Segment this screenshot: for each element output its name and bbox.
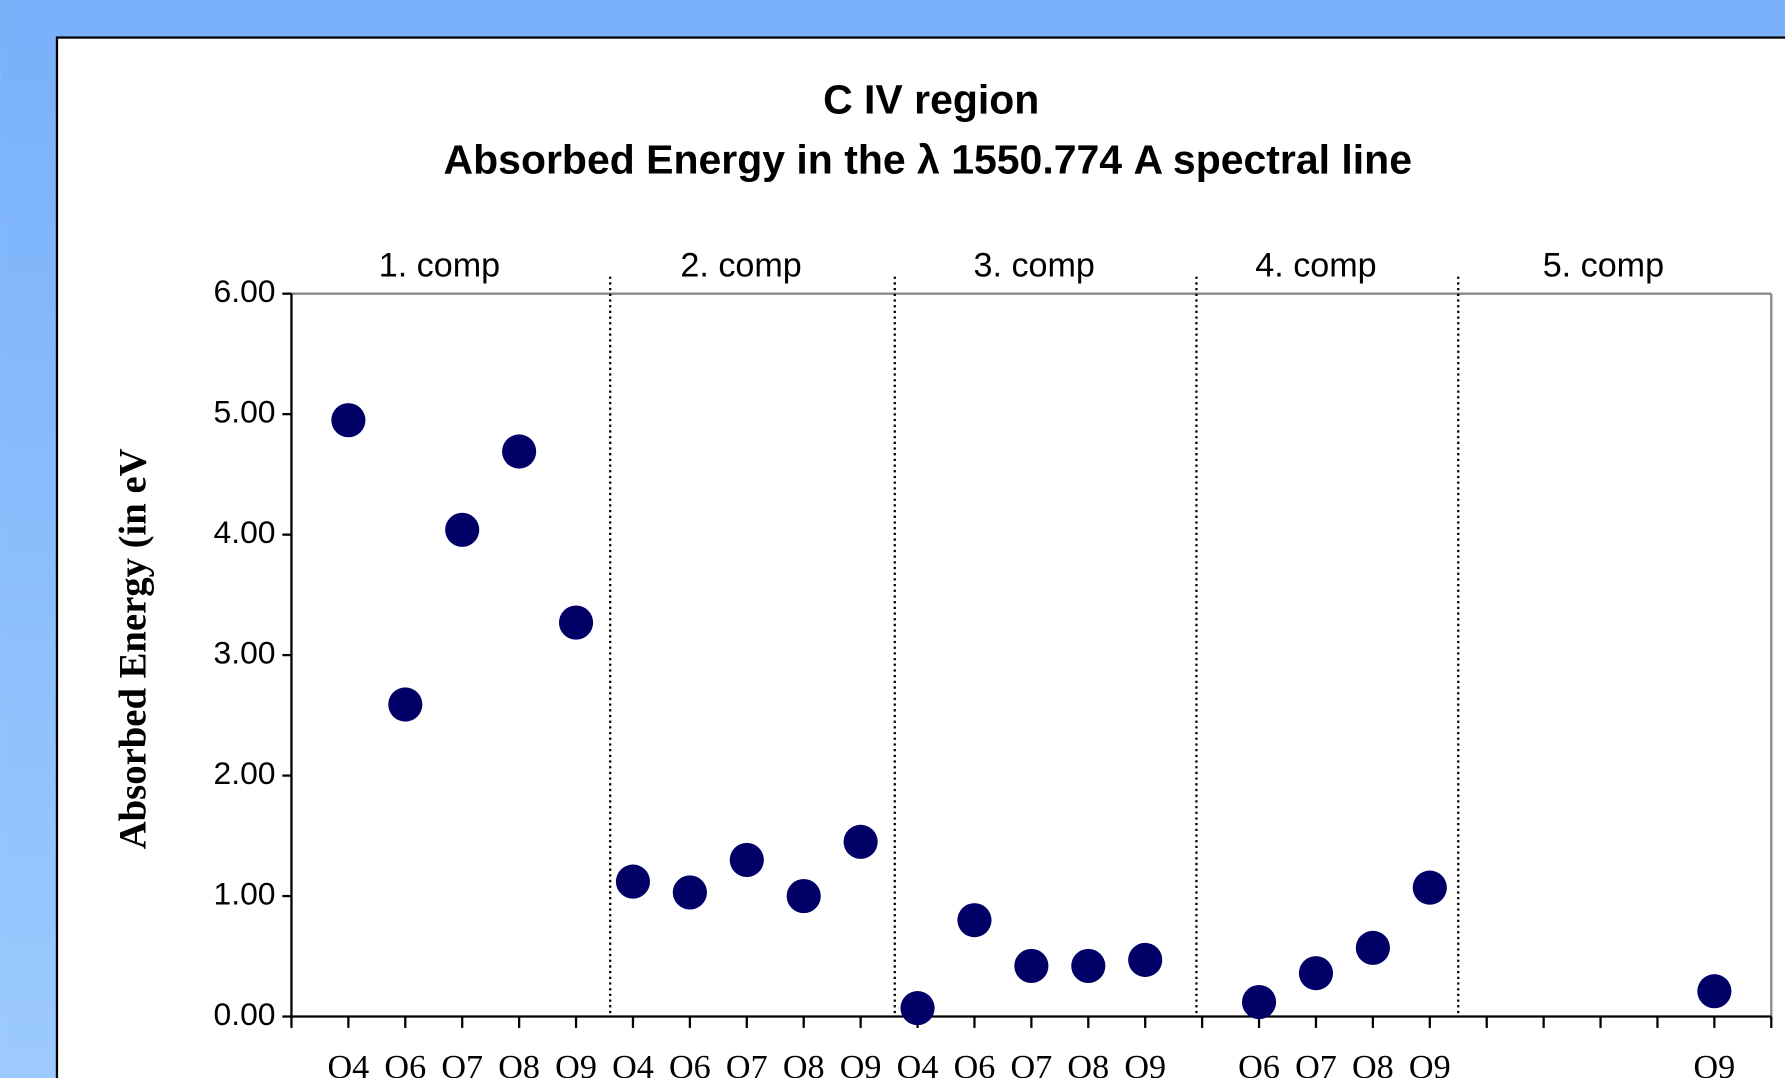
y-axis-label: Absorbed Energy (in eV <box>113 448 155 849</box>
x-tick-label: O7 <box>1011 1049 1053 1078</box>
x-tick-label: O6 <box>954 1049 996 1078</box>
point <box>786 878 821 914</box>
x-tick-label: O8 <box>1067 1049 1109 1078</box>
y-tick-label: 6.00 <box>214 273 276 309</box>
component-label: 3. comp <box>974 247 1095 285</box>
x-tick-label: O8 <box>1352 1049 1394 1078</box>
component-label: 4. comp <box>1255 247 1376 285</box>
point <box>672 875 707 910</box>
x-tick-label: O6 <box>669 1049 711 1078</box>
x-tick-label: O9 <box>1409 1049 1451 1078</box>
point <box>900 991 935 1026</box>
point <box>957 903 992 938</box>
x-tick-label: O6 <box>1238 1049 1280 1078</box>
point <box>1128 942 1163 977</box>
component-label: 5. comp <box>1543 247 1664 285</box>
panel <box>55 36 1785 1078</box>
component-label: 2. comp <box>680 247 801 285</box>
x-tick-label: O9 <box>1124 1049 1166 1078</box>
point <box>388 687 423 722</box>
x-tick-label: O8 <box>498 1049 540 1078</box>
x-tick-label: O9 <box>840 1049 882 1078</box>
point <box>1697 974 1732 1009</box>
point <box>1298 956 1334 991</box>
point <box>331 403 366 438</box>
x-tick-label: O4 <box>612 1049 654 1078</box>
x-tick-label: O4 <box>328 1049 370 1078</box>
chart-subtitle: Absorbed Energy in the λ 1550.774 A spec… <box>444 137 1412 183</box>
y-tick-label: 5.00 <box>214 394 276 430</box>
component-label: 1. comp <box>379 247 500 285</box>
x-tick-label: O6 <box>384 1049 426 1078</box>
chart-title: C IV region <box>823 76 1039 122</box>
point <box>502 434 537 469</box>
x-tick-label: O8 <box>783 1049 825 1078</box>
point <box>843 824 878 859</box>
y-tick-label: 2.00 <box>214 755 276 791</box>
y-tick-label: 0.00 <box>214 996 276 1032</box>
x-tick-label: O7 <box>726 1049 768 1078</box>
y-tick-label: 1.00 <box>214 875 276 911</box>
x-tick-label: O7 <box>1295 1049 1337 1078</box>
point <box>1241 984 1277 1020</box>
point <box>1355 930 1390 965</box>
x-tick-label: O9 <box>1694 1049 1736 1078</box>
x-tick-label: O7 <box>441 1049 483 1078</box>
x-tick-label: O9 <box>555 1049 597 1078</box>
point <box>1071 948 1106 984</box>
point <box>615 864 651 899</box>
point <box>1014 948 1049 984</box>
point <box>1412 870 1447 905</box>
x-tick-label: O4 <box>897 1049 939 1078</box>
point <box>445 512 480 547</box>
point <box>729 842 764 877</box>
point <box>558 605 594 640</box>
y-tick-label: 3.00 <box>214 635 276 671</box>
y-tick-label: 4.00 <box>214 514 276 550</box>
